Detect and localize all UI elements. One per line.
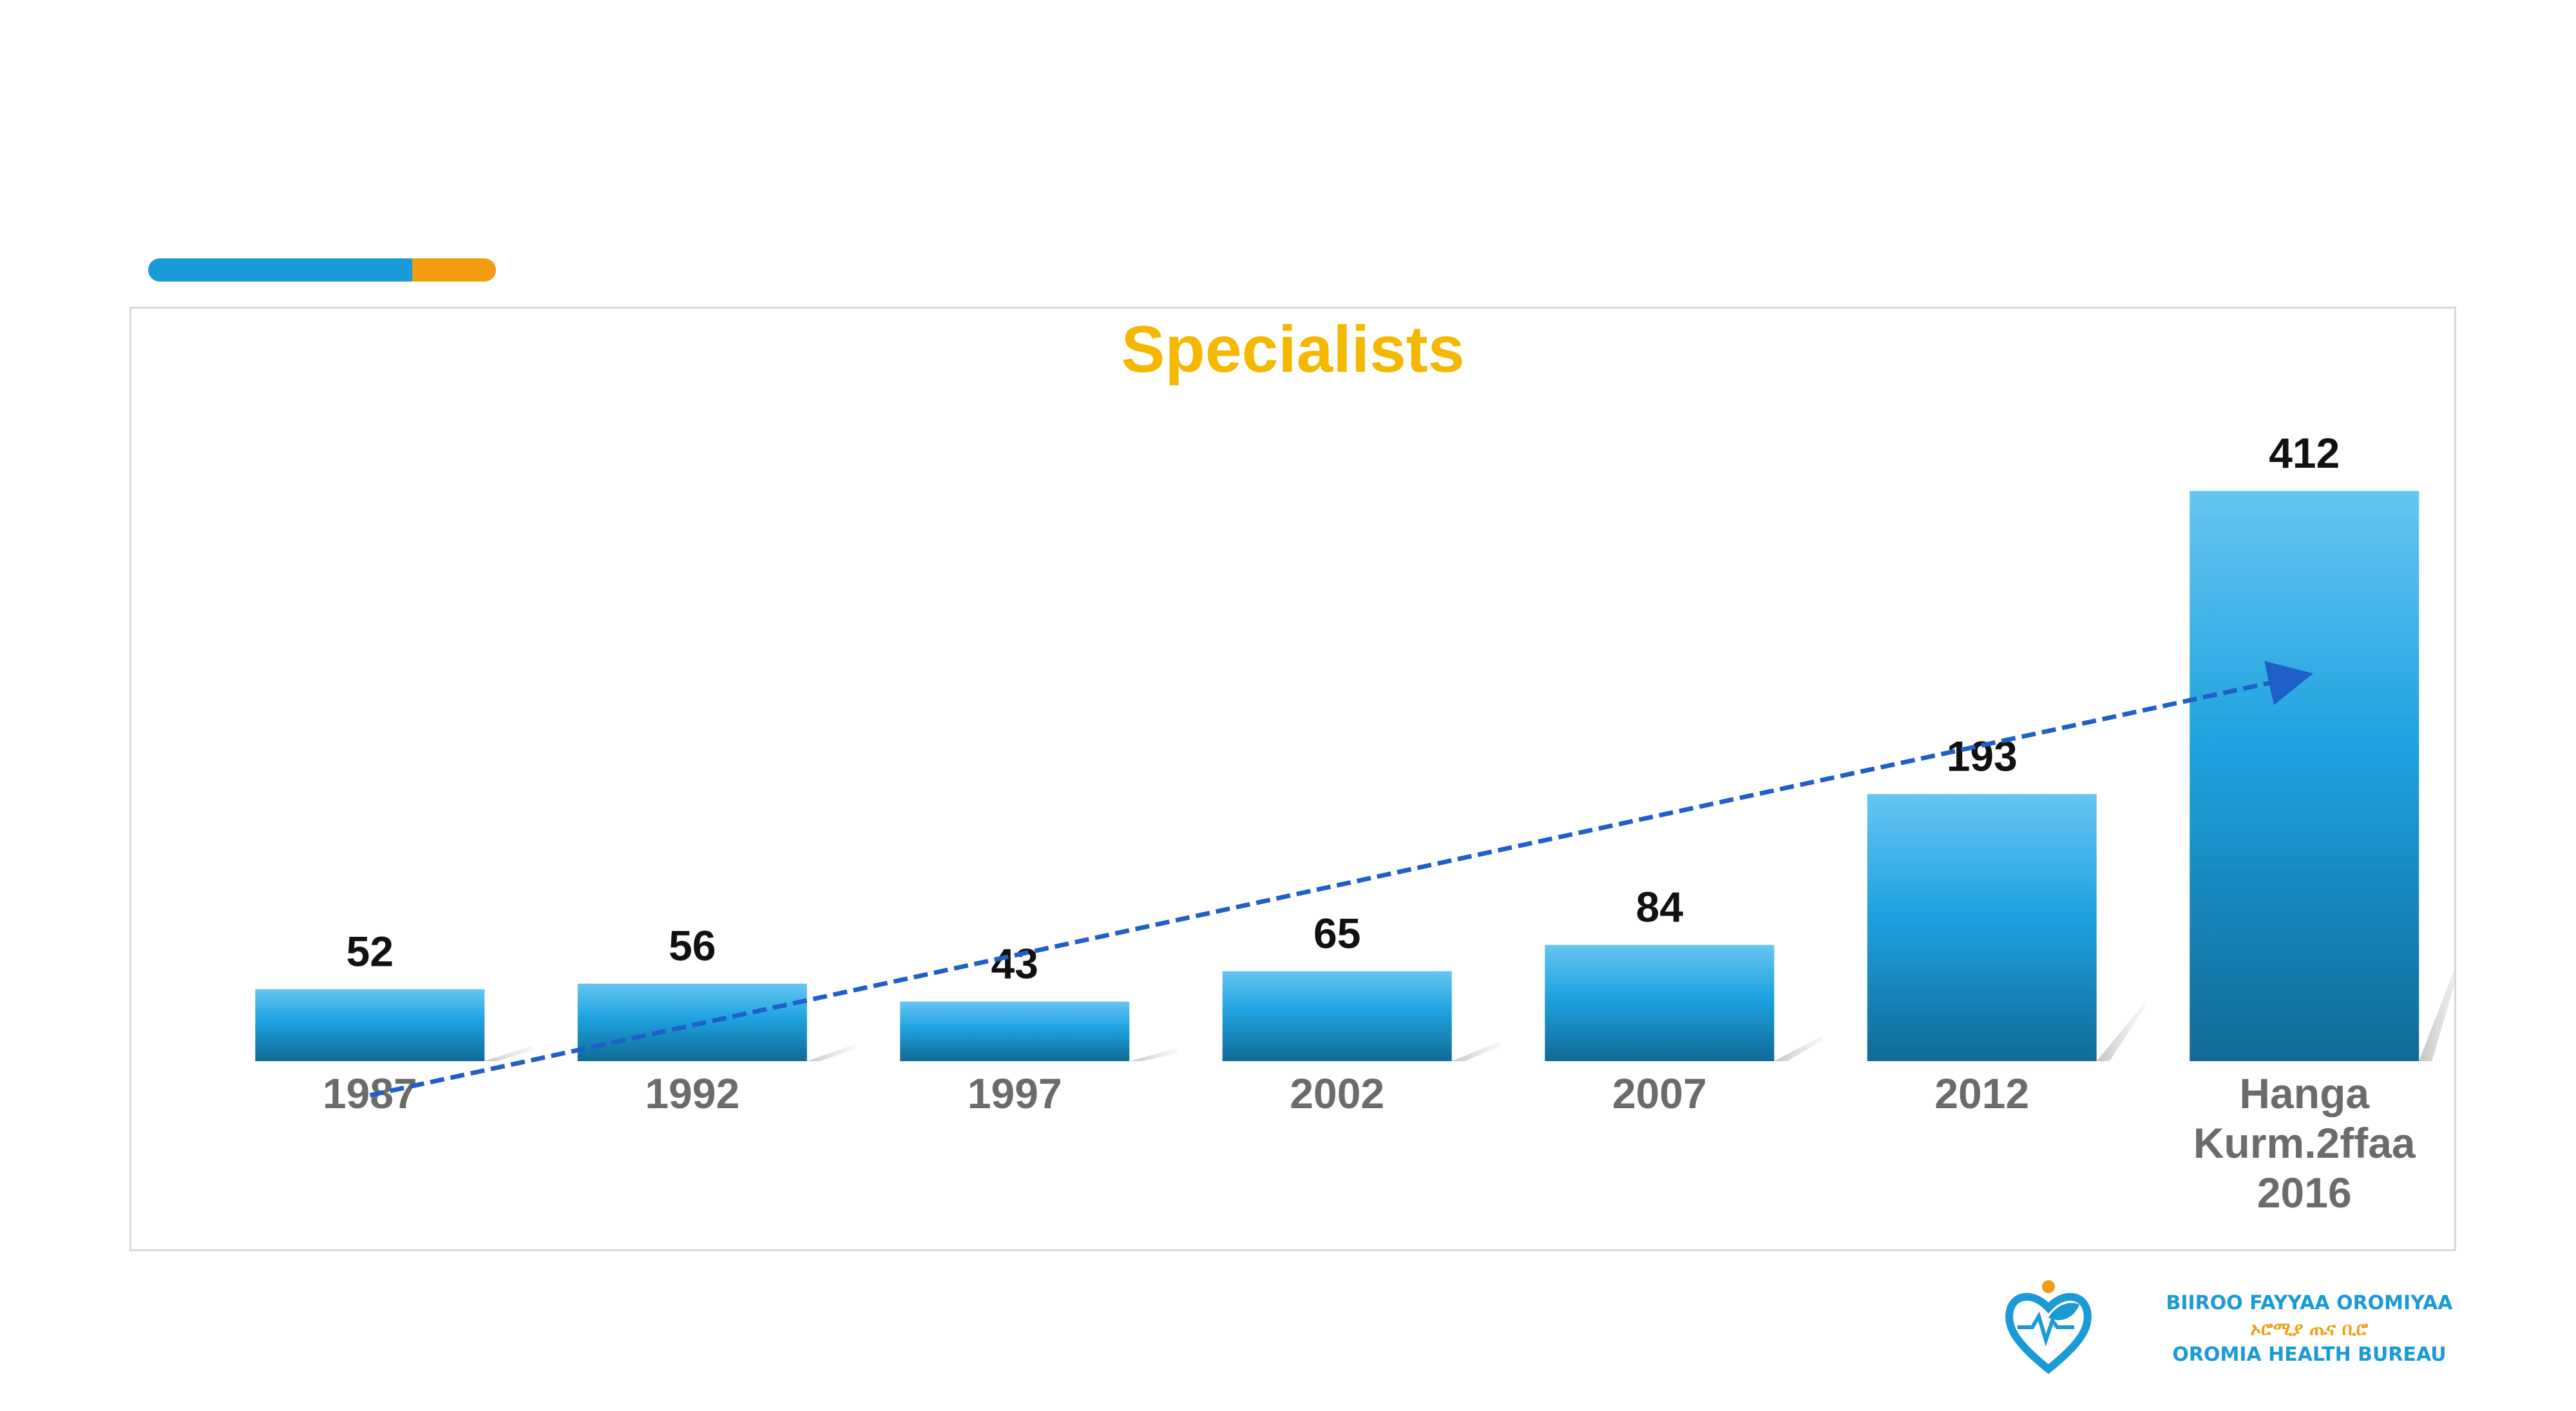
heart-hands-icon — [2005, 1280, 2092, 1374]
logo-line-1: BIIROO FAYYAA OROMIYAA — [2166, 1292, 2453, 1314]
logo-line-3: OROMIA HEALTH BUREAU — [2172, 1343, 2447, 1366]
bar-shadow — [484, 1045, 533, 1061]
chart-title: Specialists — [1121, 312, 1465, 386]
trend-line-arrow — [369, 660, 2313, 1098]
bar-shadow — [1451, 1041, 1500, 1061]
category-label: Kurm.2ffaa — [2193, 1119, 2416, 1167]
value-label: 84 — [1636, 883, 1684, 931]
bar-shadow — [806, 1044, 855, 1061]
bar-2012 — [1867, 794, 2097, 1061]
category-label: Hanga — [2239, 1070, 2370, 1117]
category-label: 2016 — [2257, 1169, 2352, 1216]
value-label: 43 — [991, 940, 1038, 988]
value-label: 56 — [669, 922, 716, 970]
oromia-health-bureau-logo: BIIROO FAYYAA OROMIYAA ኦሮሚያ ጤና ቢሮ OROMIA… — [2003, 1279, 2493, 1376]
bar-1992 — [577, 983, 807, 1061]
bar-shadow — [2419, 969, 2454, 1061]
category-label: 1992 — [645, 1070, 739, 1117]
logo-line-2: ኦሮሚያ ጤና ቢሮ — [2250, 1318, 2369, 1339]
category-label: 2012 — [1934, 1070, 2029, 1117]
accent-bar-orange — [412, 258, 496, 282]
bar-2007 — [1545, 945, 1775, 1061]
bar-shadow — [1129, 1048, 1178, 1061]
value-label: 52 — [347, 927, 394, 975]
category-label: 2007 — [1612, 1070, 1707, 1117]
accent-bar-blue — [148, 258, 412, 282]
bar-shadow — [1774, 1035, 1823, 1061]
bar-1997 — [900, 1001, 1130, 1061]
bar-2002 — [1222, 971, 1452, 1061]
bar-shadow — [2096, 1002, 2145, 1061]
category-label: 1997 — [968, 1070, 1062, 1117]
bar-hanga-kurm-2ffaa-2016 — [2190, 491, 2419, 1061]
value-label: 412 — [2269, 429, 2340, 477]
accent-bar — [148, 258, 496, 282]
category-label: 2002 — [1290, 1070, 1384, 1117]
chart-frame: Specialists 52 56 43 65 84 193 412 1987 1992 199… — [129, 307, 2456, 1251]
bar-1987 — [255, 989, 485, 1061]
value-label: 65 — [1313, 909, 1360, 957]
